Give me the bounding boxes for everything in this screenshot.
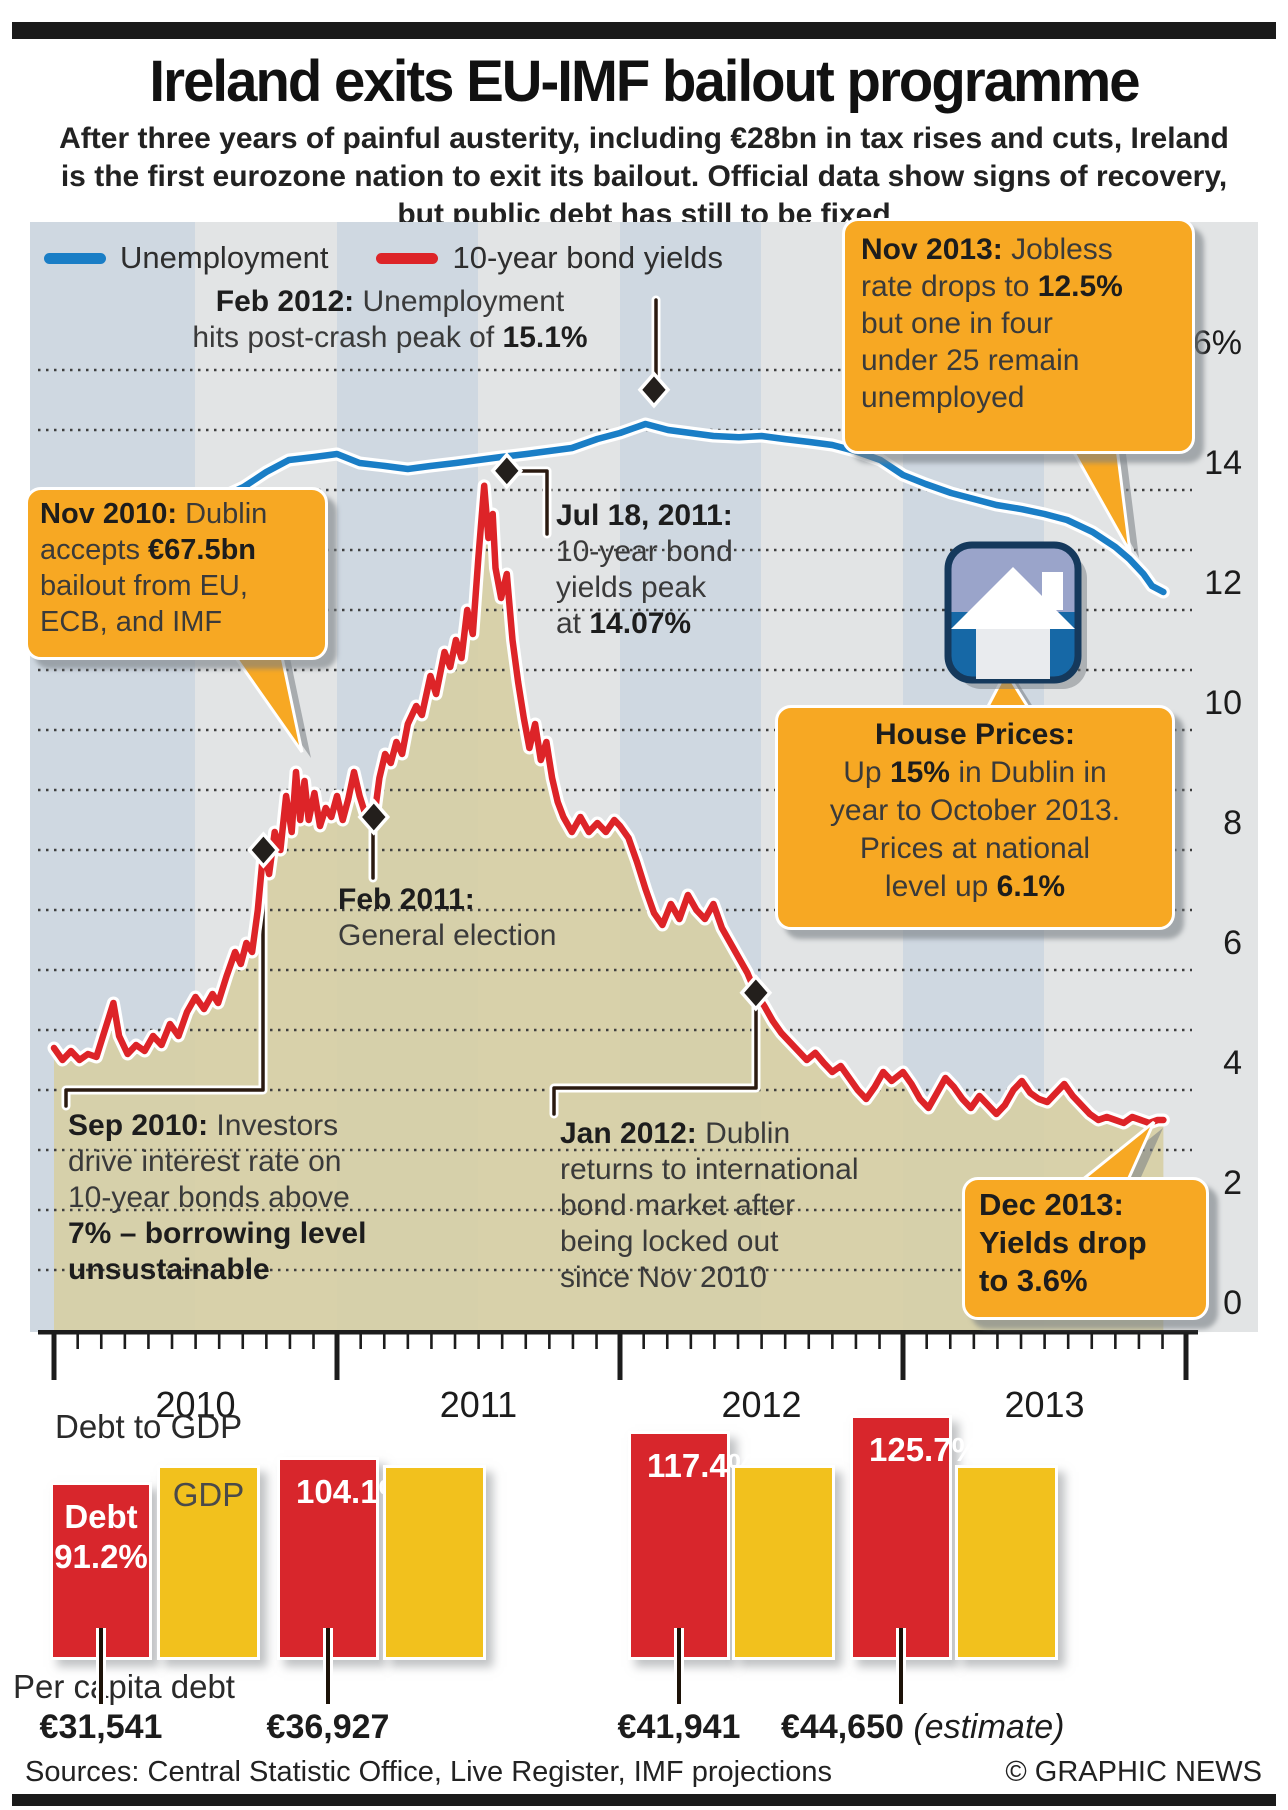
y-tick-0: 0 bbox=[1223, 1284, 1242, 1322]
per-capita-leader-2013 bbox=[896, 1628, 906, 1704]
per-capita-leader-2011 bbox=[323, 1628, 333, 1704]
callout-house-prices: House Prices: Up 15% in Dublin in year to … bbox=[775, 705, 1175, 930]
legend-swatch bbox=[376, 252, 439, 264]
legend-label: 10-year bond yields bbox=[452, 240, 724, 275]
gdp-bar-2011 bbox=[383, 1465, 486, 1660]
gdp-bar-2010: GDP bbox=[157, 1465, 260, 1660]
house-icon bbox=[944, 541, 1087, 689]
y-tick-8: 8 bbox=[1223, 804, 1242, 842]
callout-nov2013: Nov 2013: Jobless rate drops to 12.5% but … bbox=[842, 218, 1195, 454]
annotation-feb2011: Feb 2011: General election bbox=[338, 883, 557, 952]
legend-item-unemployment: Unemployment bbox=[44, 240, 328, 276]
y-tick-6: 6 bbox=[1223, 924, 1242, 962]
callout-nov2010: Nov 2010: Dublin accepts €67.5bn bailout f… bbox=[25, 487, 328, 660]
legend-label: Unemployment bbox=[120, 240, 329, 275]
chart-legend: Unemployment 10-year bond yields bbox=[44, 240, 757, 276]
credit-note: © GRAPHIC NEWS bbox=[1005, 1756, 1262, 1788]
gdp-bar-2013 bbox=[955, 1465, 1058, 1660]
per-capita-label: Per capita debt bbox=[13, 1668, 235, 1705]
x-tick-2010: 2010 bbox=[155, 1384, 236, 1425]
y-tick-12: 12 bbox=[1204, 564, 1242, 602]
y-tick-2: 2 bbox=[1223, 1164, 1242, 1202]
annotation-sep2010: Sep 2010: Investors drive interest rate o… bbox=[68, 1109, 367, 1286]
marker-diamond-sep2010 bbox=[247, 831, 280, 869]
callout-dec2013: Dec 2013: Yields drop to 3.6% bbox=[962, 1177, 1209, 1320]
annotation-feb2012: Feb 2012: Unemployment hits post-crash pe… bbox=[192, 285, 588, 354]
bottom-rule bbox=[12, 1794, 1276, 1806]
page-subtitle: After three years of painful austerity, … bbox=[59, 122, 1229, 231]
per-capita-leader-2010 bbox=[96, 1628, 106, 1704]
per-capita-value-2010: €31,541 bbox=[39, 1708, 163, 1746]
x-tick-2013: 2013 bbox=[1004, 1384, 1085, 1425]
per-capita-value-2011: €36,927 bbox=[266, 1708, 390, 1746]
legend-swatch bbox=[44, 252, 106, 264]
annotation-jul2011: Jul 18, 2011: 10-year bond yields peak at 1… bbox=[556, 499, 733, 640]
debt-bar-2012: 117.4% bbox=[628, 1431, 757, 1660]
debt-bar-2013: 125.7% bbox=[850, 1415, 981, 1660]
y-tick-14: 14 bbox=[1204, 444, 1242, 482]
legend-item-bond-yields: 10-year bond yields bbox=[376, 240, 723, 276]
gdp-bar-2012 bbox=[732, 1465, 835, 1660]
x-tick-2011: 2011 bbox=[439, 1384, 518, 1425]
marker-diamond-feb2011 bbox=[357, 798, 391, 836]
bar-chart-title: Debt to GDP bbox=[55, 1408, 243, 1445]
y-tick-10: 10 bbox=[1204, 684, 1242, 722]
per-capita-leader-2012 bbox=[674, 1628, 684, 1704]
per-capita-value-2013: €44,650 (estimate) bbox=[781, 1708, 1065, 1746]
top-rule bbox=[12, 22, 1276, 39]
x-tick-2012: 2012 bbox=[721, 1384, 802, 1425]
marker-diamond-jul2011 bbox=[490, 452, 524, 490]
annotation-jan2012: Jan 2012: Dublin returns to international… bbox=[560, 1117, 859, 1294]
y-tick-4: 4 bbox=[1223, 1044, 1242, 1082]
marker-diamond-jan2012 bbox=[739, 974, 773, 1012]
page-title: Ireland exits EU-IMF bailout programme bbox=[149, 49, 1140, 114]
per-capita-value-2012: €41,941 bbox=[617, 1708, 741, 1746]
marker-diamond-feb2012 bbox=[637, 371, 671, 409]
sources-note: Sources: Central Statistic Office, Live … bbox=[25, 1756, 832, 1788]
